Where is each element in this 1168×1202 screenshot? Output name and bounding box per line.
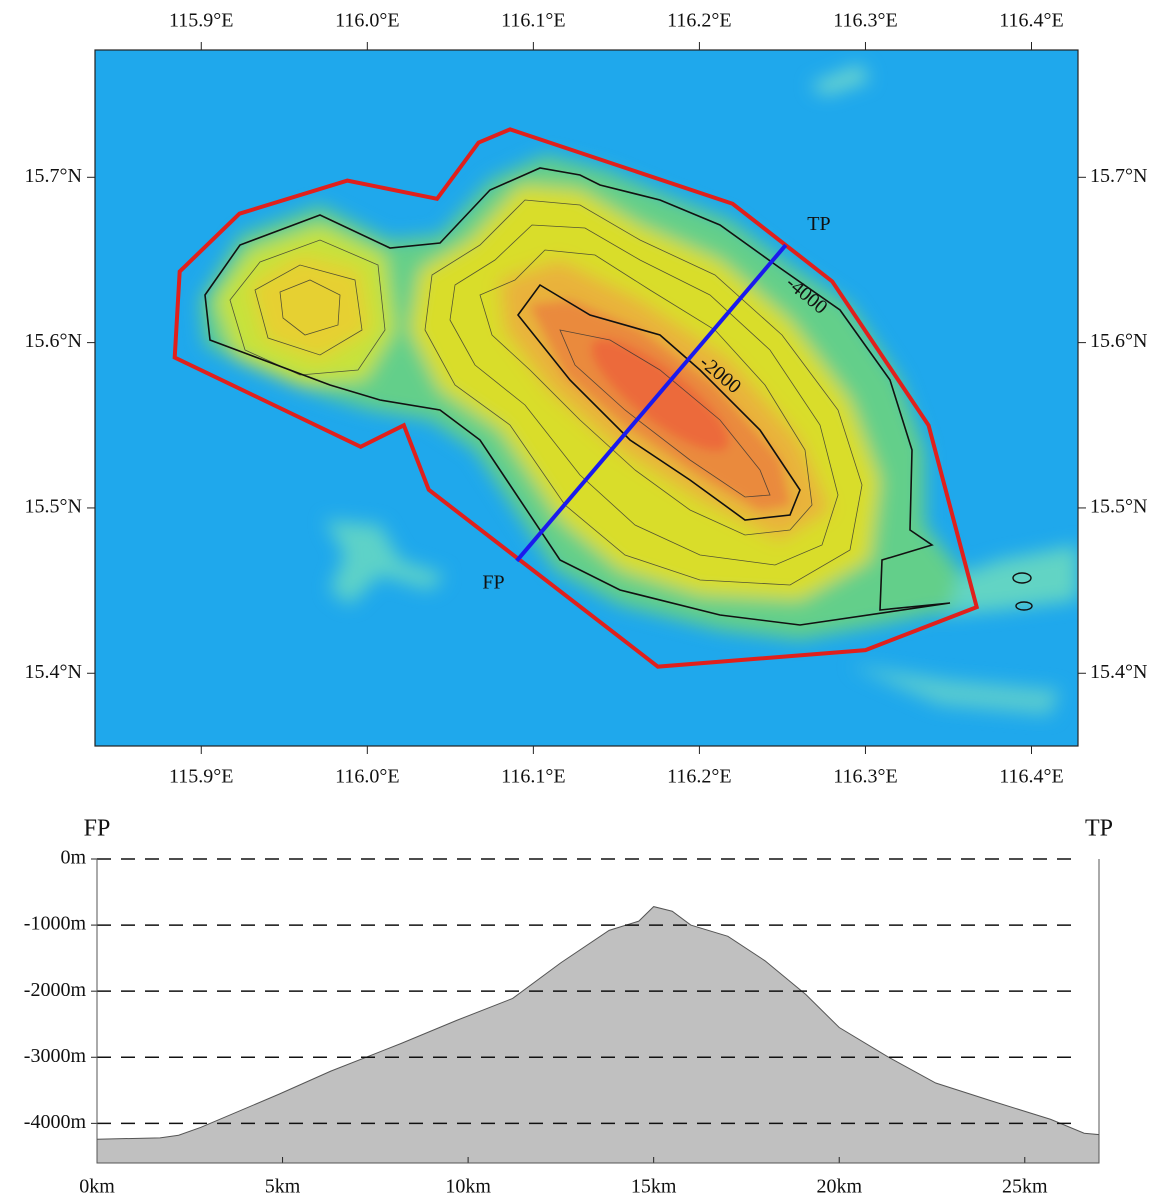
y-tick-label: -4000m (24, 1111, 87, 1133)
x-tick-label: 25km (1002, 1176, 1048, 1198)
x-tick-label: 10km (445, 1176, 491, 1198)
y-tick-label: 15.4°N (1090, 661, 1147, 683)
y-tick-label: 15.5°N (1090, 496, 1147, 518)
x-tick-label: 20km (816, 1176, 862, 1198)
y-tick-label: 15.6°N (1090, 330, 1147, 352)
profile-area (96, 906, 1100, 1164)
x-tick-label: 115.9°E (169, 766, 233, 788)
x-tick-label: 116.0°E (335, 10, 399, 32)
x-tick-label: 116.1°E (501, 766, 565, 788)
x-tick-label: 116.3°E (833, 766, 897, 788)
profile-end-label: FP (84, 816, 111, 842)
x-tick-label: 116.3°E (833, 10, 897, 32)
x-tick-label: 116.4°E (999, 766, 1063, 788)
profile-end-label: TP (1085, 816, 1113, 842)
x-tick-label: 15km (631, 1176, 677, 1198)
map-relief (95, 50, 1078, 746)
y-tick-label: -2000m (24, 979, 87, 1001)
x-tick-label: 116.4°E (999, 10, 1063, 32)
x-tick-label: 115.9°E (169, 10, 233, 32)
map-frame (94, 49, 1079, 747)
x-tick-label: 116.0°E (335, 766, 399, 788)
y-tick-label: 15.7°N (25, 165, 82, 187)
y-tick-label: -3000m (24, 1045, 87, 1067)
profile-line (515, 243, 788, 563)
survey-boundary (172, 127, 980, 669)
y-tick-label: -1000m (24, 913, 87, 935)
y-tick-label: 0m (60, 847, 86, 869)
x-tick-label: 116.2°E (667, 766, 731, 788)
x-tick-label: 0km (79, 1176, 115, 1198)
x-tick-label: 5km (265, 1176, 301, 1198)
y-tick-label: 15.5°N (25, 496, 82, 518)
annotation: TP (807, 213, 830, 235)
y-tick-label: 15.6°N (25, 330, 82, 352)
y-tick-label: 15.4°N (25, 661, 82, 683)
annotation: FP (482, 572, 504, 594)
y-tick-label: 15.7°N (1090, 165, 1147, 187)
x-tick-label: 116.2°E (667, 10, 731, 32)
x-tick-label: 116.1°E (501, 10, 565, 32)
